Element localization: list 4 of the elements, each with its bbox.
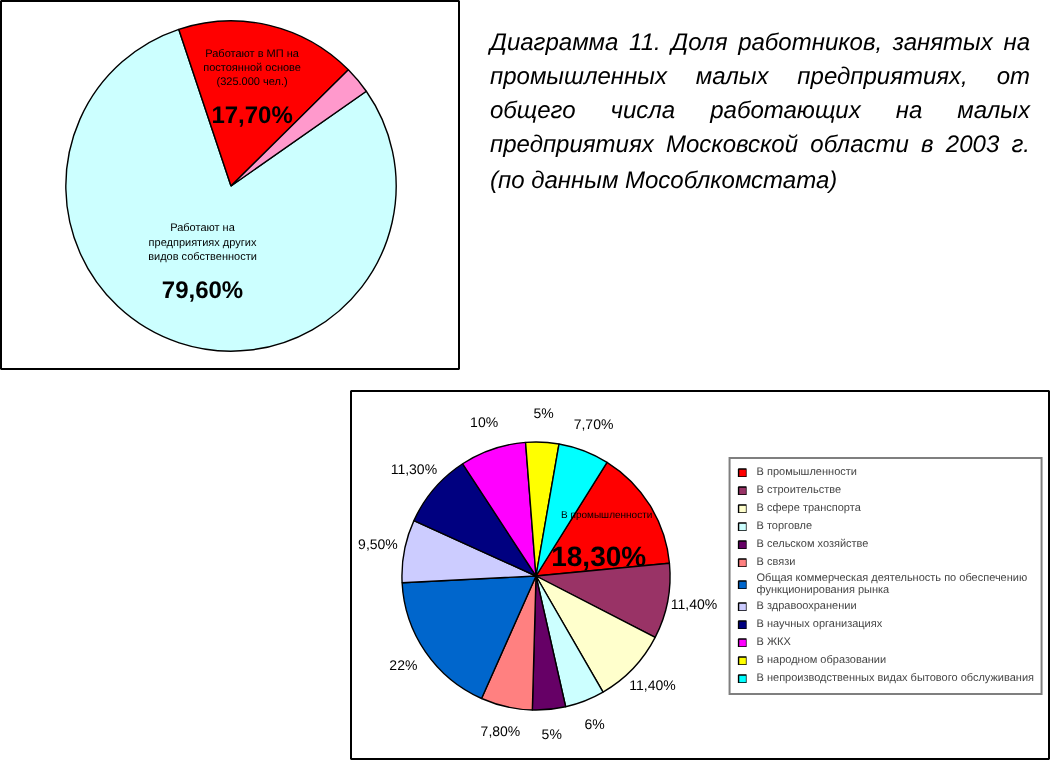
data-label: 18,30% [551, 539, 648, 572]
text: Диаграмма 11. Доля работников, занятых на промышленных малых предприятиях, от общего числа работающих на малых предприятиях Московской области в 2003 г. (по данным Мособлкомстата) [490, 26, 1030, 198]
data-label: 79,60% [161, 275, 244, 304]
data-label: 17,70% [211, 100, 294, 129]
